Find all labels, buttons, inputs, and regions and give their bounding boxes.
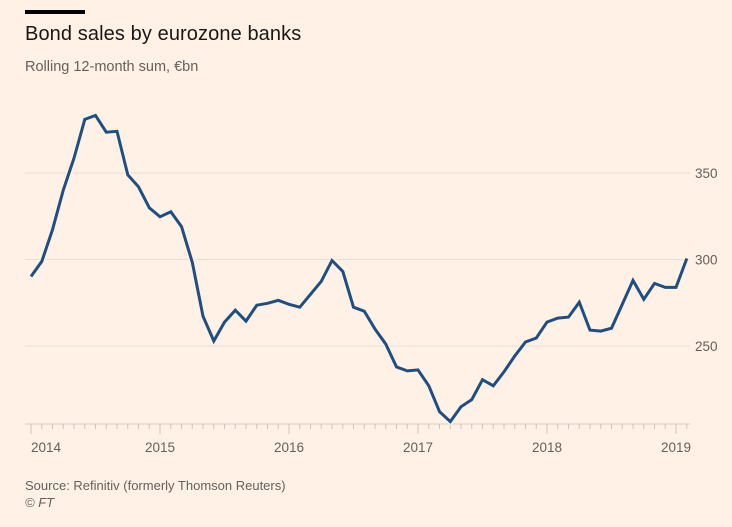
ft-top-rule <box>25 10 85 14</box>
x-tick-label-2016: 2016 <box>274 440 304 455</box>
y-tick-label-250: 250 <box>695 339 718 354</box>
x-tick-label-2014: 2014 <box>31 440 62 455</box>
x-tick-label-2019: 2019 <box>661 440 691 455</box>
y-axis: 250 300 350 <box>695 166 718 354</box>
x-tick-label-2017: 2017 <box>403 440 433 455</box>
chart-title: Bond sales by eurozone banks <box>25 23 302 45</box>
copyright-note: © FT <box>25 495 55 510</box>
y-tick-label-350: 350 <box>695 166 718 181</box>
series-layer <box>28 112 690 425</box>
series-line-halo <box>28 112 690 425</box>
y-tick-label-300: 300 <box>695 253 718 268</box>
chart-subtitle: Rolling 12-month sum, €bn <box>25 59 199 75</box>
gridlines <box>25 172 690 347</box>
source-note: Source: Refinitiv (formerly Thomson Reut… <box>25 478 286 493</box>
x-axis: 2014 2015 2016 2017 2018 2019 <box>25 423 691 455</box>
series-line-0 <box>29 113 689 424</box>
x-tick-label-2015: 2015 <box>145 440 175 455</box>
x-tick-label-2018: 2018 <box>532 440 562 455</box>
